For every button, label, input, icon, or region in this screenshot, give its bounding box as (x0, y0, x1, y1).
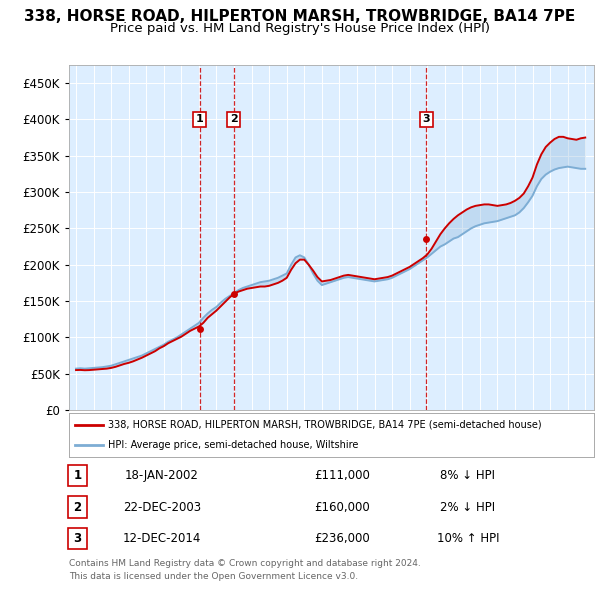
Text: 8% ↓ HPI: 8% ↓ HPI (440, 469, 496, 483)
Text: 12-DEC-2014: 12-DEC-2014 (123, 532, 201, 545)
Text: £160,000: £160,000 (314, 500, 370, 514)
Text: HPI: Average price, semi-detached house, Wiltshire: HPI: Average price, semi-detached house,… (109, 440, 359, 450)
Text: 2: 2 (230, 114, 238, 124)
Text: 10% ↑ HPI: 10% ↑ HPI (437, 532, 499, 545)
Text: 2: 2 (73, 500, 82, 514)
Text: Price paid vs. HM Land Registry's House Price Index (HPI): Price paid vs. HM Land Registry's House … (110, 22, 490, 35)
Text: 22-DEC-2003: 22-DEC-2003 (123, 500, 201, 514)
Text: 18-JAN-2002: 18-JAN-2002 (125, 469, 199, 483)
Text: 338, HORSE ROAD, HILPERTON MARSH, TROWBRIDGE, BA14 7PE (semi-detached house): 338, HORSE ROAD, HILPERTON MARSH, TROWBR… (109, 420, 542, 430)
Text: 3: 3 (422, 114, 430, 124)
Text: £111,000: £111,000 (314, 469, 370, 483)
Point (195, 324, 205, 334)
Text: 1: 1 (73, 469, 82, 483)
Text: Contains HM Land Registry data © Crown copyright and database right 2024.: Contains HM Land Registry data © Crown c… (69, 559, 421, 568)
Text: 2% ↓ HPI: 2% ↓ HPI (440, 500, 496, 514)
Text: £236,000: £236,000 (314, 532, 370, 545)
Text: This data is licensed under the Open Government Licence v3.0.: This data is licensed under the Open Gov… (69, 572, 358, 581)
Text: 1: 1 (196, 114, 203, 124)
Point (422, 234, 431, 243)
Text: 338, HORSE ROAD, HILPERTON MARSH, TROWBRIDGE, BA14 7PE: 338, HORSE ROAD, HILPERTON MARSH, TROWBR… (25, 9, 575, 24)
Point (229, 289, 238, 299)
Text: 3: 3 (73, 532, 82, 545)
